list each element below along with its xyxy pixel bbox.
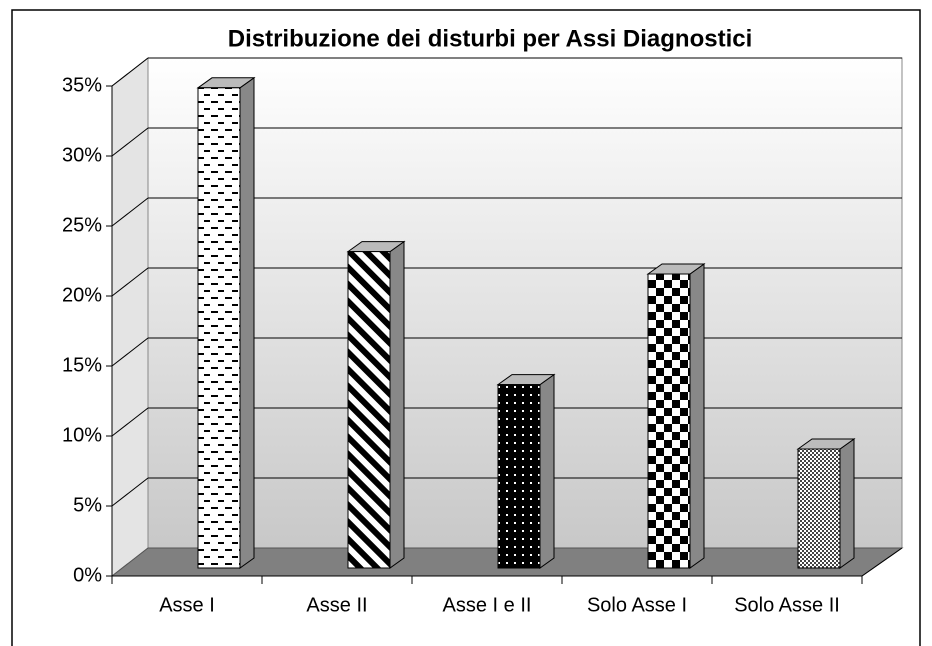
grid-line (111, 127, 149, 157)
bar-side (389, 240, 405, 569)
grid-line (111, 267, 149, 297)
bar (647, 273, 691, 569)
x-tick-label: Solo Asse II (734, 594, 840, 616)
y-tick-label: 20% (62, 284, 102, 306)
y-tick-label: 35% (62, 74, 102, 96)
grid-line (111, 337, 149, 367)
y-tick-label: 10% (62, 424, 102, 446)
bar (497, 384, 541, 569)
bar-side (689, 263, 705, 569)
x-tick-label: Asse II (306, 594, 367, 616)
grid-line (111, 57, 149, 87)
y-tick-label: 15% (62, 354, 102, 376)
y-tick-label: 5% (73, 494, 102, 516)
grid-line (111, 407, 149, 437)
grid-line (111, 197, 149, 227)
x-tick-label: Asse I (159, 594, 215, 616)
bar (797, 448, 841, 569)
y-tick-label: 30% (62, 144, 102, 166)
y-tick-label: 0% (73, 564, 102, 586)
bar (197, 87, 241, 569)
chart-title: Distribuzione dei disturbi per Assi Diag… (228, 25, 753, 52)
x-tick-label: Asse I e II (443, 594, 532, 616)
bar-side (539, 373, 555, 569)
x-tick-label: Solo Asse I (587, 594, 687, 616)
bar (347, 251, 391, 569)
y-tick-label: 25% (62, 214, 102, 236)
bar-side (839, 438, 855, 569)
side-wall (111, 56, 149, 578)
floor-edge (861, 547, 903, 577)
bar-side (239, 76, 255, 569)
grid-line (111, 477, 149, 507)
